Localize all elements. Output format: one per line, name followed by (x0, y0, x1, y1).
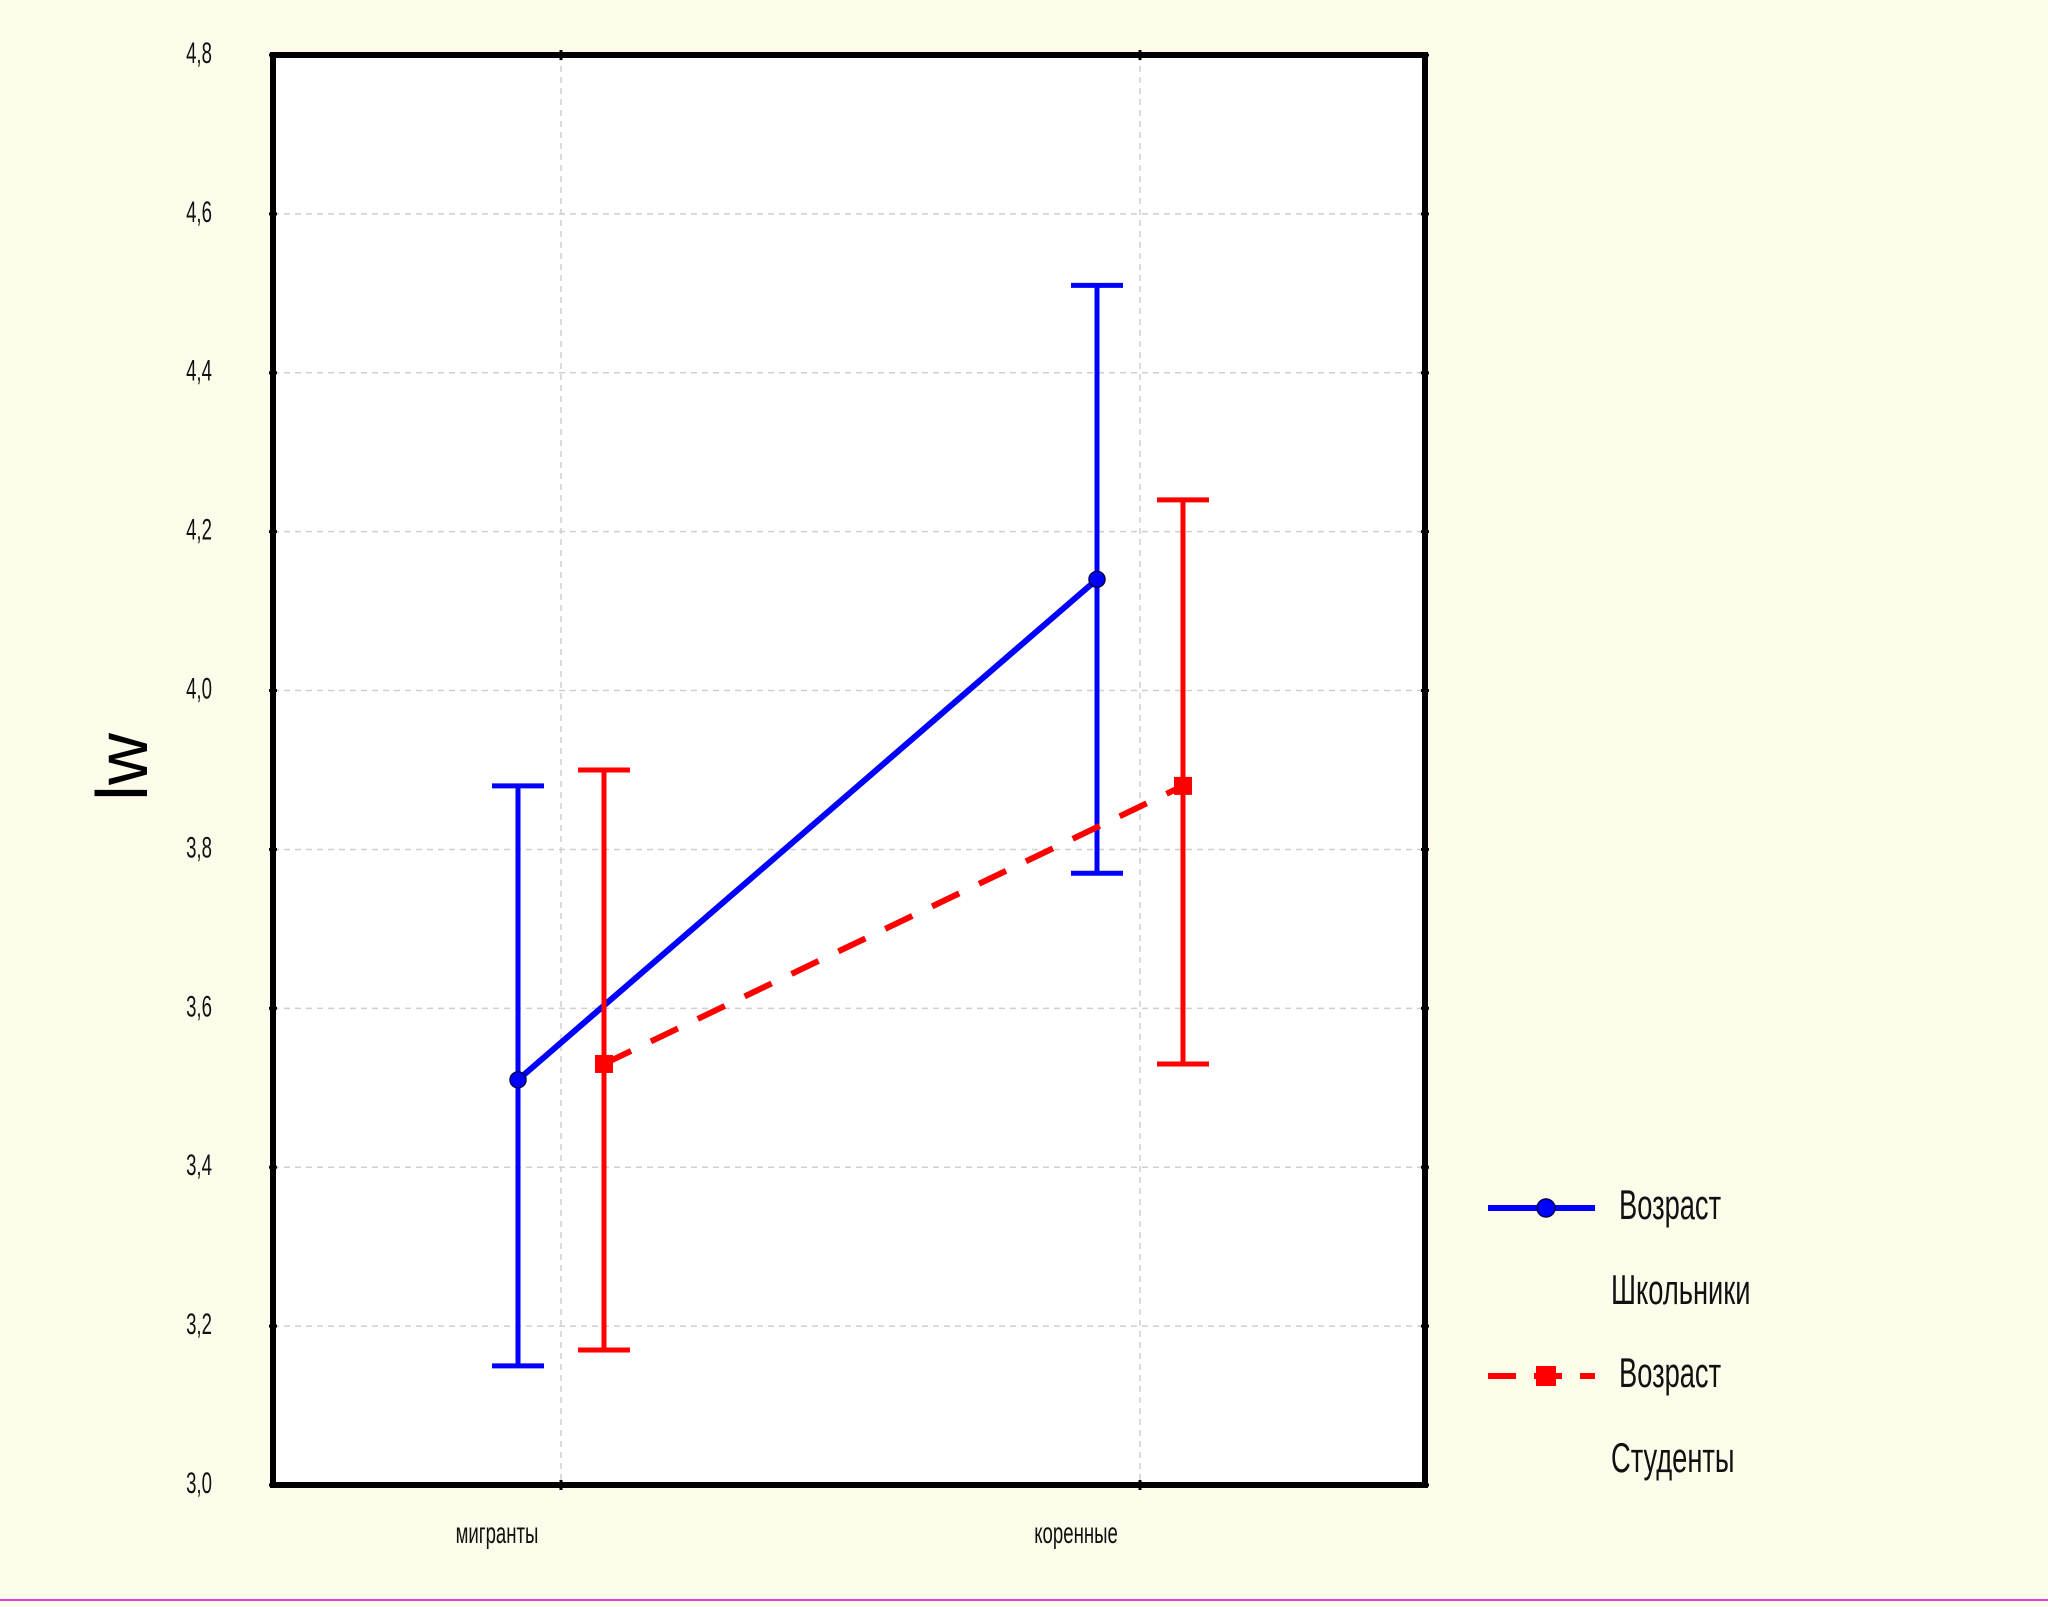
y-tick-label: 3,8 (186, 831, 212, 865)
legend-title: Возраст (1619, 1181, 1721, 1228)
y-tick-label: 3,2 (186, 1308, 212, 1342)
y-tick-label: 4,6 (186, 195, 212, 229)
legend-marker-swatch (1536, 1198, 1556, 1218)
series-line (602, 783, 1185, 1067)
legend-entry: Возраст Студенты (1488, 1349, 1735, 1482)
legend-title: Возраст (1619, 1349, 1721, 1396)
series (492, 282, 1209, 1369)
y-tick-label: 4,0 (186, 672, 212, 706)
series-students (578, 497, 1209, 1353)
legend-series-name: Школьники (1611, 1266, 1750, 1313)
y-tick-label: 3,6 (186, 990, 212, 1024)
legend-entry: Возраст Школьники (1488, 1181, 1750, 1314)
x-category-label: коренные (1034, 1516, 1118, 1550)
legend: Возраст Школьники Возраст Студенты (1488, 1181, 1750, 1482)
series-line (516, 577, 1099, 1083)
y-tick-label: 4,8 (186, 36, 212, 70)
y-tick-label: 4,2 (186, 513, 212, 547)
y-tick-label: 3,4 (186, 1149, 212, 1183)
legend-marker-swatch (1536, 1366, 1556, 1386)
y-axis-title: lw (83, 732, 163, 801)
series-schoolchildren (492, 282, 1123, 1369)
x-category-label: мигранты (456, 1516, 539, 1550)
axes: 3,0 3,2 3,4 3,6 3,8 4,0 4,2 4,4 4,6 4,8 мигранты ко… (0, 36, 2048, 1601)
plot-frame (270, 52, 1428, 1488)
plot-area (273, 55, 1425, 1485)
data-point-marker (509, 1071, 527, 1089)
data-point-marker (595, 1054, 613, 1073)
data-point-marker (1088, 570, 1106, 589)
grid-lines (273, 55, 1425, 1485)
y-tick-label: 3,0 (186, 1466, 212, 1500)
data-point-marker (1174, 776, 1192, 795)
y-tick-label: 4,4 (186, 354, 212, 388)
legend-series-name: Студенты (1611, 1434, 1735, 1481)
